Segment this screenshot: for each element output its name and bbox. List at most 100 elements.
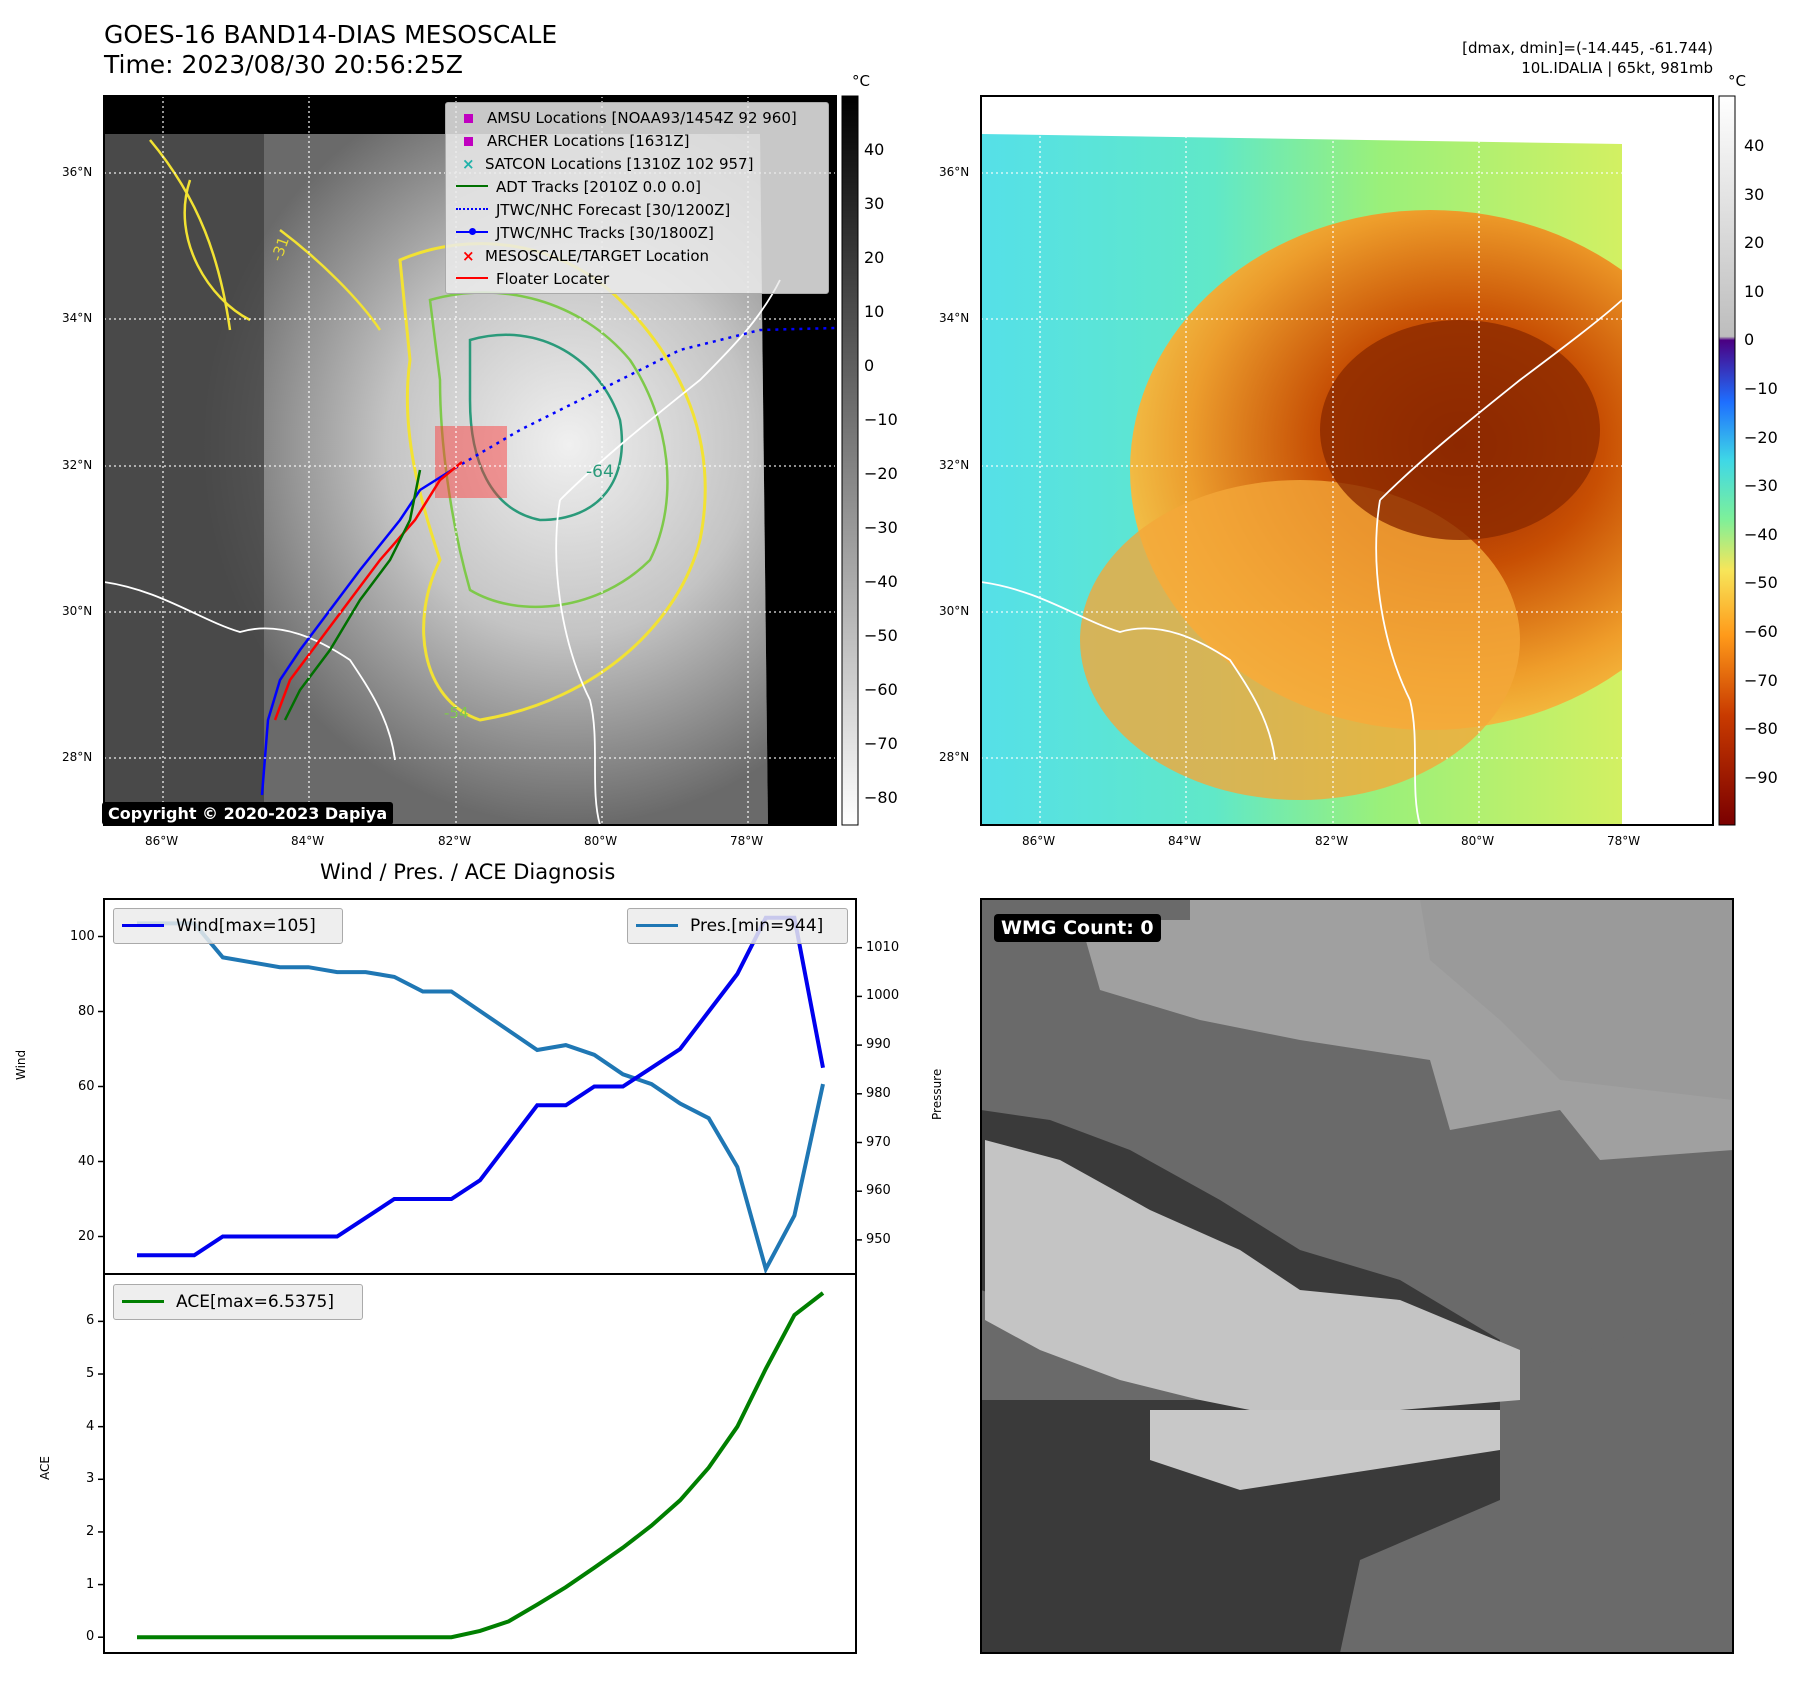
colorbar-tick-label: −80	[1744, 719, 1778, 739]
ace-axis-tick-label: 5	[86, 1366, 95, 1381]
lat-label: 32°N	[939, 458, 970, 472]
dotted-line-icon	[456, 207, 488, 210]
colorbar-tick-label: −80	[864, 788, 898, 807]
lat-label: 34°N	[939, 311, 970, 325]
legend-entry: × MESOSCALE/TARGET Location	[462, 247, 710, 265]
wmg-panel	[980, 898, 1734, 1654]
lon-label: 84°W	[291, 834, 325, 848]
lon-label: 78°W	[1607, 834, 1641, 848]
figure-time: Time: 2023/08/30 20:56:25Z	[104, 50, 463, 79]
figure-title: GOES-16 BAND14-DIAS MESOSCALE	[104, 20, 558, 49]
map-legend: AMSU Locations [NOAA93/1454Z 92 960] ARC…	[445, 102, 829, 294]
ace-axis-tick-label: 3	[86, 1471, 95, 1487]
wind-axis-tick-label: 20	[78, 1228, 95, 1244]
lon-label: 78°W	[730, 834, 764, 848]
colorbar-tick-label: −20	[1744, 427, 1778, 447]
lat-label: 30°N	[939, 604, 970, 618]
legend-entry: × SATCON Locations [1310Z 102 957]	[462, 155, 754, 173]
colorbar-tick-label: −10	[864, 410, 898, 429]
line-marker-icon	[456, 276, 488, 279]
pressure-axis-tick-label: 1000	[866, 988, 900, 1004]
colorbar-tick-label: −50	[864, 626, 898, 645]
colorbar-tick-label: −60	[864, 680, 898, 699]
pressure-axis-label: Pressure	[930, 1068, 944, 1120]
pressure-axis-tick-label: 960	[866, 1183, 891, 1199]
colorbar-tick-label: 30	[1744, 184, 1765, 204]
lon-label: 82°W	[1315, 834, 1349, 848]
ace-axis-tick-label: 6	[86, 1313, 95, 1329]
colorbar-unit: °C	[1728, 72, 1746, 90]
lat-label: 36°N	[62, 165, 93, 179]
line-marker-icon	[456, 184, 488, 187]
ace-axis-tick-label: 0	[86, 1629, 95, 1645]
pressure-axis-tick-label: 1010	[866, 939, 900, 955]
pressure-legend-label: Pres.[min=944]	[690, 916, 824, 936]
lat-label: 30°N	[62, 604, 93, 618]
lon-label: 86°W	[145, 834, 179, 848]
wind-axis-label: Wind	[14, 1049, 28, 1080]
lon-label: 80°W	[1461, 834, 1495, 848]
legend-entry: JTWC/NHC Tracks [30/1800Z]	[456, 224, 714, 242]
legend-entry: ARCHER Locations [1631Z]	[456, 132, 690, 150]
lon-label: 80°W	[584, 834, 618, 848]
line-dot-icon	[456, 227, 488, 235]
colorbar-tick-label: 40	[1744, 136, 1765, 155]
colorbar-tick-label: −50	[1744, 573, 1778, 593]
square-marker-icon	[464, 114, 473, 123]
contour-label: -54	[444, 704, 469, 722]
colorbar-tick-label: −60	[1744, 622, 1778, 641]
dmax-dmin-text: [dmax, dmin]=(-14.445, -61.744)	[1462, 39, 1713, 57]
colorbar-unit: °C	[852, 72, 870, 90]
wind-line-icon	[122, 924, 164, 927]
wmg-count-badge: WMG Count: 0	[994, 914, 1161, 942]
ace-legend-label: ACE[max=6.5375]	[176, 1292, 334, 1312]
colorbar-tick-label: −30	[864, 518, 898, 537]
pressure-legend: Pres.[min=944]	[627, 908, 848, 944]
ace-axis-tick-label: 2	[86, 1523, 95, 1539]
pressure-axis-tick-label: 990	[866, 1037, 891, 1053]
colorbar-tick-label: −40	[864, 572, 898, 591]
colorbar-tick-label: 0	[1744, 330, 1755, 350]
wind-axis-tick-label: 60	[78, 1078, 95, 1094]
ace-plot-frame	[103, 1273, 857, 1654]
wind-axis-tick-label: 40	[78, 1153, 95, 1169]
lat-label: 32°N	[62, 458, 93, 472]
pressure-axis-tick-label: 980	[866, 1085, 891, 1101]
pressure-line	[137, 921, 825, 1275]
colorbar-tick-label: 0	[864, 356, 875, 375]
lat-label: 34°N	[62, 311, 93, 325]
colorbar-tick-label: 10	[864, 302, 885, 321]
lat-label: 28°N	[62, 750, 93, 764]
colorbar-tick-label: 40	[864, 140, 885, 159]
colorbar-tick-label: −40	[1744, 524, 1778, 544]
colorbar-tick-label: 20	[1744, 233, 1765, 253]
wind-legend-label: Wind[max=105]	[176, 916, 316, 936]
legend-entry: AMSU Locations [NOAA93/1454Z 92 960]	[456, 109, 797, 127]
diagnosis-title: Wind / Pres. / ACE Diagnosis	[320, 860, 616, 884]
colorbar-tick-label: 10	[1744, 281, 1765, 301]
ace-axis-label: ACE	[38, 1456, 52, 1480]
contour-label: -64	[586, 462, 614, 482]
ace-legend: ACE[max=6.5375]	[113, 1284, 363, 1320]
colorbar-tick-label: −70	[864, 734, 898, 753]
legend-entry: ADT Tracks [2010Z 0.0 0.0]	[456, 178, 701, 196]
pressure-axis-tick-label: 950	[866, 1231, 891, 1247]
ace-line	[137, 1291, 825, 1640]
lon-label: 84°W	[1168, 834, 1202, 848]
square-marker-icon	[464, 137, 473, 146]
legend-entry: Floater Locater	[456, 270, 609, 288]
storm-name-text: 10L.IDALIA | 65kt, 981mb	[1521, 59, 1713, 77]
colorbar-tick-label: −10	[1744, 379, 1778, 398]
wind-pressure-plot	[98, 915, 862, 1275]
legend-entry: JTWC/NHC Forecast [30/1200Z]	[456, 201, 730, 219]
wind-axis-tick-label: 80	[78, 1003, 95, 1019]
wind-pressure-plot-frame	[103, 898, 857, 1275]
pressure-line-icon	[636, 924, 678, 927]
ace-plot	[98, 1291, 825, 1640]
ir-grayscale-map	[103, 95, 837, 826]
ace-axis-tick-label: 1	[86, 1576, 95, 1592]
x-marker-icon: ×	[462, 155, 475, 173]
lat-label: 28°N	[939, 750, 970, 764]
lon-label: 86°W	[1022, 834, 1056, 848]
